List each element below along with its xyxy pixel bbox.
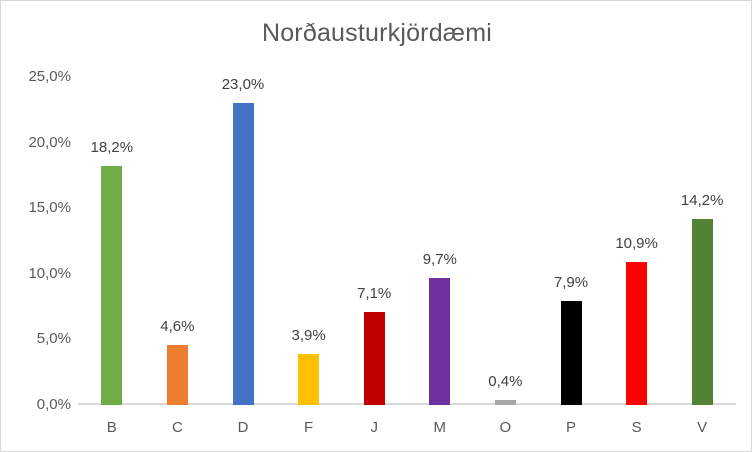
bar-O bbox=[494, 399, 516, 405]
x-axis-tick-label-D: D bbox=[237, 419, 249, 436]
x-axis-line bbox=[78, 403, 736, 405]
y-axis-tick-label: 10,0% bbox=[28, 264, 71, 282]
x-axis-tick-label-J: J bbox=[370, 419, 378, 436]
data-label-J: 7,1% bbox=[357, 284, 392, 302]
x-axis-tick-label-C: C bbox=[171, 419, 183, 436]
y-axis-tick-label: 20,0% bbox=[28, 133, 71, 151]
bar-B bbox=[101, 166, 123, 405]
data-label-C: 4,6% bbox=[160, 317, 195, 335]
data-label-S: 10,9% bbox=[615, 234, 658, 252]
data-label-V: 14,2% bbox=[680, 191, 724, 209]
y-axis-tick-label: 5,0% bbox=[36, 330, 71, 348]
bar-M bbox=[429, 277, 451, 405]
bar-V bbox=[691, 218, 713, 405]
x-axis-tick-label-M: M bbox=[433, 419, 447, 436]
x-axis-tick-label-O: O bbox=[499, 419, 512, 436]
data-label-F: 3,9% bbox=[291, 326, 326, 344]
bar-F bbox=[298, 353, 320, 405]
x-axis-tick-label-S: S bbox=[631, 419, 642, 436]
x-axis-tick-label-V: V bbox=[697, 419, 708, 436]
y-axis-tick-label: 15,0% bbox=[28, 199, 71, 217]
x-axis-tick-label-B: B bbox=[106, 419, 117, 436]
x-axis-tick-label-F: F bbox=[304, 419, 314, 436]
x-axis-tick-label-P: P bbox=[565, 419, 576, 436]
data-label-P: 7,9% bbox=[553, 274, 589, 292]
bar-J bbox=[363, 311, 385, 405]
chart-title: Norðausturkjördæmi bbox=[261, 19, 493, 47]
bar-C bbox=[166, 344, 188, 405]
y-axis-tick-label: 25,0% bbox=[28, 68, 71, 85]
y-axis-tick-label: 0,0% bbox=[36, 396, 71, 413]
data-label-B: 18,2% bbox=[90, 139, 134, 157]
data-label-D: 23,0% bbox=[221, 76, 265, 94]
bar-S bbox=[626, 261, 648, 405]
bar-P bbox=[560, 301, 582, 405]
bar-D bbox=[232, 103, 254, 405]
data-label-O: 0,4% bbox=[488, 372, 523, 390]
data-label-M: 9,7% bbox=[422, 250, 457, 268]
